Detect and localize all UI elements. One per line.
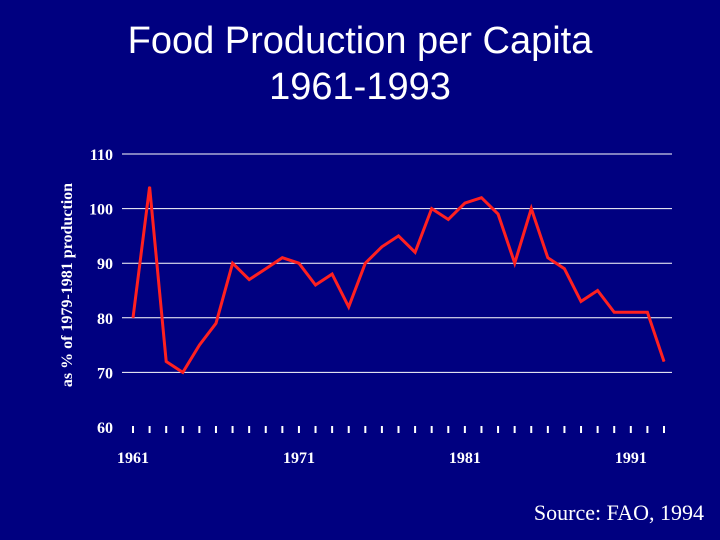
y-tick-label-80: 80 bbox=[97, 311, 113, 328]
chart-title-line-2: 1961-1993 bbox=[269, 66, 451, 108]
data-point-1963 bbox=[165, 360, 167, 362]
data-point-1972 bbox=[315, 284, 317, 286]
data-point-1980 bbox=[447, 219, 449, 221]
data-point-1991 bbox=[630, 311, 632, 313]
data-point-1977 bbox=[398, 235, 399, 237]
data-point-1978 bbox=[414, 251, 416, 253]
data-point-1983 bbox=[497, 213, 499, 215]
data-point-1975 bbox=[364, 262, 366, 264]
data-point-1967 bbox=[232, 262, 234, 264]
data-point-1962 bbox=[149, 186, 151, 188]
x-axis-ticks: 1961 1971 1981 1991 bbox=[117, 426, 665, 467]
y-tick-label-100: 100 bbox=[89, 202, 113, 219]
data-point-1984 bbox=[514, 262, 516, 264]
y-tick-label-70: 70 bbox=[97, 365, 113, 382]
y-axis-label: as % of 1979-1981 production bbox=[59, 183, 76, 387]
data-point-1987 bbox=[563, 268, 565, 270]
y-axis-tick-labels: 60 70 80 90 100 110 bbox=[89, 147, 113, 437]
data-point-1976 bbox=[381, 246, 383, 248]
data-point-1986 bbox=[547, 257, 549, 259]
x-tick-label-1961: 1961 bbox=[117, 450, 149, 467]
data-point-1992 bbox=[646, 311, 648, 313]
data-point-1964 bbox=[182, 371, 184, 373]
data-point-1965 bbox=[198, 344, 200, 346]
data-point-1969 bbox=[265, 268, 267, 270]
chart-title: Food Production per Capita 1961-1993 bbox=[0, 18, 720, 110]
x-tick-label-1981: 1981 bbox=[449, 450, 481, 467]
data-point-1981 bbox=[464, 202, 466, 204]
data-point-1966 bbox=[215, 322, 217, 324]
series-line-0 bbox=[131, 186, 666, 375]
y-tick-label-90: 90 bbox=[97, 256, 113, 273]
data-point-1990 bbox=[613, 311, 615, 313]
data-point-1971 bbox=[298, 262, 300, 264]
data-point-1982 bbox=[480, 197, 482, 199]
data-series bbox=[131, 186, 666, 375]
grid-lines bbox=[122, 153, 672, 373]
data-point-1988 bbox=[580, 300, 582, 302]
chart-title-line-1: Food Production per Capita bbox=[127, 20, 593, 62]
source-note: Source: FAO, 1994 bbox=[533, 500, 704, 525]
data-point-1973 bbox=[331, 273, 333, 275]
x-tick-label-1991: 1991 bbox=[615, 450, 647, 467]
data-point-1993 bbox=[663, 360, 665, 362]
data-point-1974 bbox=[348, 306, 350, 308]
data-point-1985 bbox=[530, 208, 532, 210]
data-point-1961 bbox=[132, 317, 134, 319]
x-tick-label-1971: 1971 bbox=[283, 450, 315, 467]
data-point-1979 bbox=[431, 208, 433, 210]
y-tick-label-110: 110 bbox=[90, 147, 113, 164]
data-point-1968 bbox=[248, 279, 250, 281]
data-point-1970 bbox=[281, 257, 283, 259]
y-tick-label-60: 60 bbox=[97, 420, 113, 437]
data-point-1989 bbox=[597, 290, 599, 291]
